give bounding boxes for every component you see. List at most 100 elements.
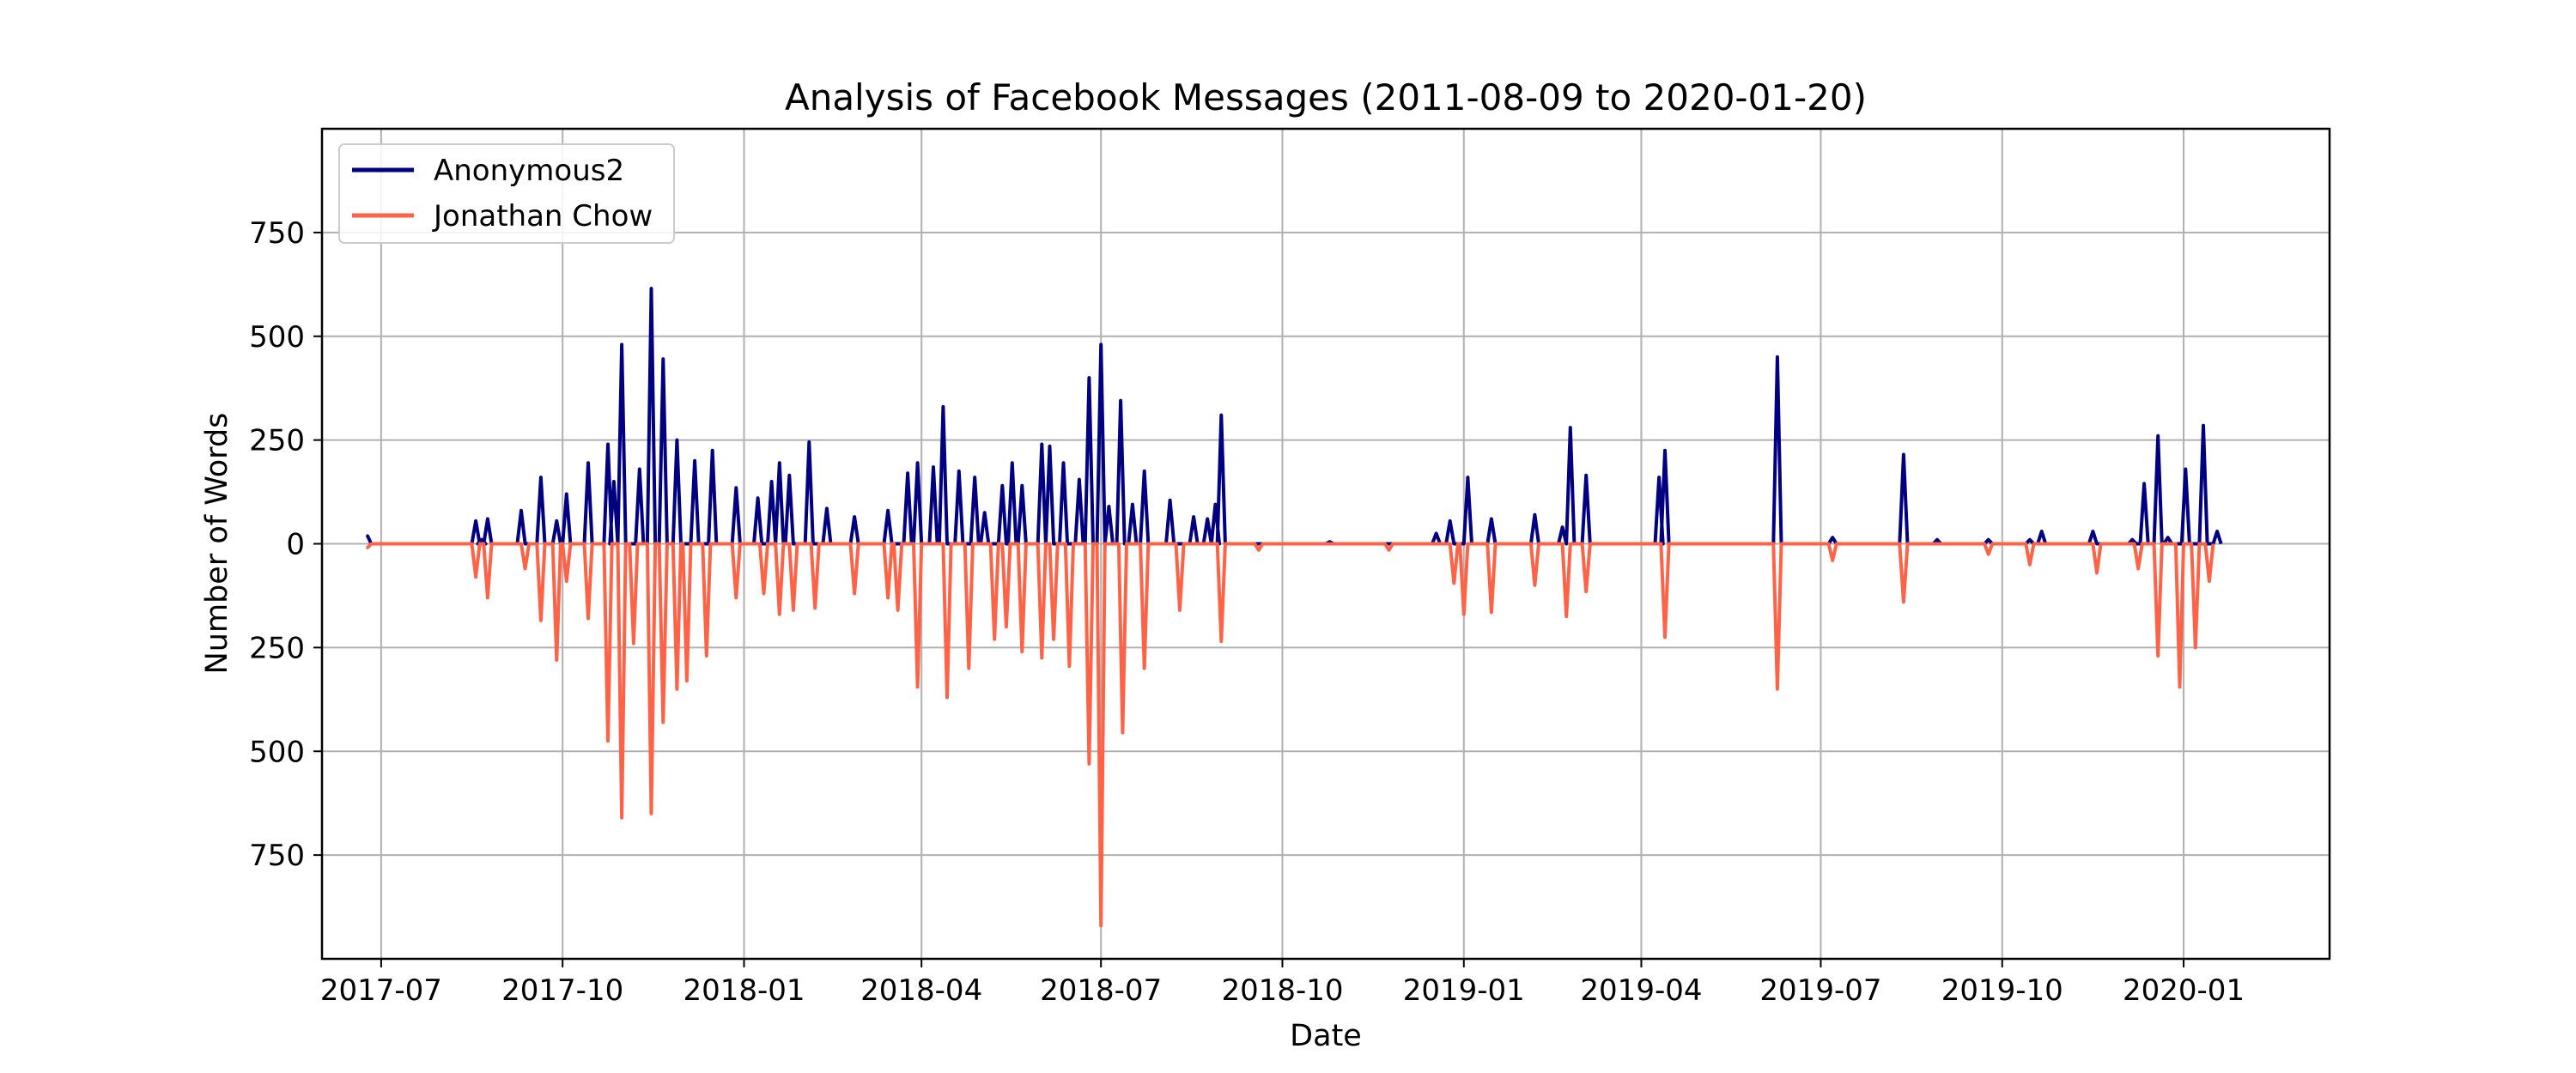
data-point <box>778 613 781 616</box>
data-point <box>787 474 791 477</box>
data-point <box>1663 635 1667 639</box>
data-point <box>853 592 856 596</box>
data-point <box>2028 538 2032 542</box>
data-point <box>2130 538 2134 542</box>
data-point <box>486 517 489 520</box>
data-point <box>2156 434 2160 438</box>
data-point <box>675 439 678 442</box>
legend: Anonymous2 Jonathan Chow <box>338 143 675 244</box>
data-point <box>2166 536 2170 539</box>
legend-box <box>338 143 675 244</box>
data-point <box>606 442 610 446</box>
data-point <box>1490 610 1493 614</box>
data-point <box>1987 538 1990 542</box>
data-point <box>2091 530 2094 533</box>
data-point <box>2178 685 2181 688</box>
data-point <box>896 609 900 612</box>
data-point <box>2194 646 2197 649</box>
data-point <box>366 534 369 537</box>
data-point <box>366 546 369 549</box>
data-point <box>1452 581 1455 585</box>
data-point <box>1490 517 1493 520</box>
x-tick-label: 2018-01 <box>683 973 805 1008</box>
data-point <box>778 461 781 464</box>
data-point <box>539 619 543 622</box>
data-point <box>1119 399 1122 403</box>
data-point <box>1387 549 1390 552</box>
legend-label: Jonathan Chow <box>432 199 653 233</box>
data-point <box>661 720 665 724</box>
data-point <box>2156 654 2160 658</box>
x-axis-title: Date <box>1290 1019 1362 1053</box>
data-point <box>650 812 653 815</box>
data-point <box>612 480 616 483</box>
data-point <box>2136 567 2140 571</box>
data-point <box>756 496 760 500</box>
data-point <box>1099 343 1103 346</box>
y-axis: 750 500 250 0 250 500 750 <box>249 216 322 873</box>
data-point <box>1831 536 1834 539</box>
data-point <box>1776 355 1779 359</box>
data-point <box>2142 482 2146 485</box>
data-point <box>1663 449 1667 452</box>
data-point <box>620 343 623 346</box>
data-point <box>1099 924 1103 927</box>
data-point <box>565 492 568 495</box>
data-point <box>1257 549 1261 552</box>
data-point <box>606 739 610 743</box>
data-point <box>1067 664 1071 668</box>
data-point <box>1776 688 1779 691</box>
data-point <box>705 654 708 658</box>
data-point <box>967 667 970 670</box>
data-point <box>685 679 689 682</box>
x-tick-label: 2019-04 <box>1580 973 1702 1008</box>
y-axis-title: Number of Words <box>200 413 234 675</box>
data-point <box>555 658 558 662</box>
data-point <box>638 467 641 470</box>
data-point <box>1569 426 1572 429</box>
data-point <box>1902 600 1905 603</box>
series-line-2 <box>366 542 2215 928</box>
series-layer <box>365 287 2223 928</box>
data-point <box>632 642 635 646</box>
data-point <box>906 471 909 475</box>
x-tick-label: 2018-10 <box>1221 973 1343 1008</box>
data-point <box>1131 503 1134 506</box>
data-point <box>1192 515 1195 518</box>
data-point <box>734 596 738 599</box>
data-point <box>1048 445 1051 448</box>
y-tick-label: 750 <box>249 216 305 251</box>
data-point <box>2202 424 2205 427</box>
x-tick-label: 2019-07 <box>1759 973 1881 1008</box>
data-point <box>620 816 623 820</box>
x-axis: 2017-07 2017-10 2018-01 2018-04 2018-07 2018-… <box>320 959 2245 1008</box>
data-point <box>2040 530 2044 533</box>
data-point <box>916 685 920 688</box>
data-point <box>973 476 976 479</box>
data-point <box>1169 499 1172 502</box>
x-tick-label: 2020-01 <box>2123 973 2245 1008</box>
data-point <box>565 579 568 583</box>
data-point <box>1219 640 1223 643</box>
data-point <box>650 287 653 290</box>
data-point <box>957 470 961 473</box>
x-tick-label: 2018-07 <box>1040 973 1162 1008</box>
data-point <box>1020 650 1024 653</box>
data-point <box>2208 579 2211 583</box>
data-point <box>1831 559 1834 562</box>
data-point <box>807 440 811 444</box>
y-tick-label: 500 <box>249 735 305 769</box>
data-point <box>853 515 856 518</box>
y-tick-label: 250 <box>249 631 305 665</box>
data-point <box>1052 638 1055 641</box>
data-point <box>1087 762 1091 766</box>
data-point <box>2095 571 2099 574</box>
data-point <box>524 567 527 571</box>
data-point <box>1206 517 1209 520</box>
data-point <box>1040 656 1043 659</box>
data-point <box>1143 667 1146 670</box>
data-point <box>916 461 920 464</box>
data-point <box>762 592 765 596</box>
data-point <box>1561 525 1564 529</box>
x-tick-label: 2017-07 <box>320 973 442 1008</box>
